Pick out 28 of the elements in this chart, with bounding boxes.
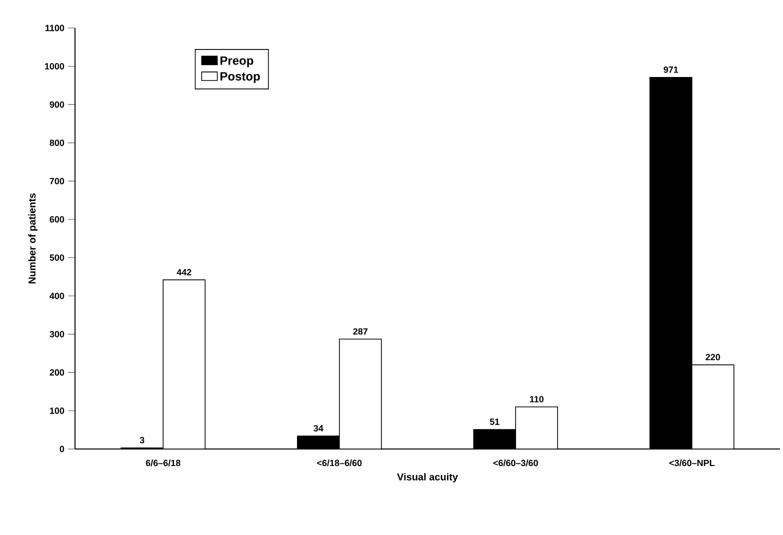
y-tick-label: 1000	[45, 63, 64, 70]
y-axis-title: Number of patients	[28, 193, 38, 284]
y-tick-label: 900	[50, 101, 64, 108]
x-tick-label: 6/6–6/18	[146, 460, 180, 466]
data-label: 3	[140, 436, 144, 444]
y-tick-label: 800	[50, 140, 64, 146]
legend-label: Postop	[220, 72, 260, 83]
data-label: 220	[706, 354, 720, 360]
data-label: 34	[314, 425, 324, 432]
y-tick-label: 500	[50, 254, 64, 261]
y-tick-label: 400	[50, 292, 64, 300]
data-label: 110	[530, 396, 544, 402]
x-tick-label: <3/60–NPL	[669, 460, 714, 466]
y-tick-label: 100	[50, 408, 64, 414]
x-tick-label: <6/18–6/60	[317, 460, 362, 466]
data-label: 971	[664, 66, 678, 73]
y-tick-label: 200	[50, 369, 64, 376]
legend-label: Preop	[220, 56, 254, 68]
x-axis-title: Visual acuity	[397, 473, 458, 482]
y-tick-label: 0	[60, 446, 64, 452]
data-label: 287	[353, 328, 368, 335]
y-tick-label: 700	[50, 178, 64, 184]
y-tick-label: 600	[50, 216, 64, 223]
y-tick-label: 300	[50, 330, 64, 338]
x-tick-label: <6/60–3/60	[493, 460, 538, 466]
data-label: 442	[176, 269, 192, 276]
data-label: 51	[490, 418, 500, 425]
y-tick-label: 1100	[46, 24, 64, 32]
